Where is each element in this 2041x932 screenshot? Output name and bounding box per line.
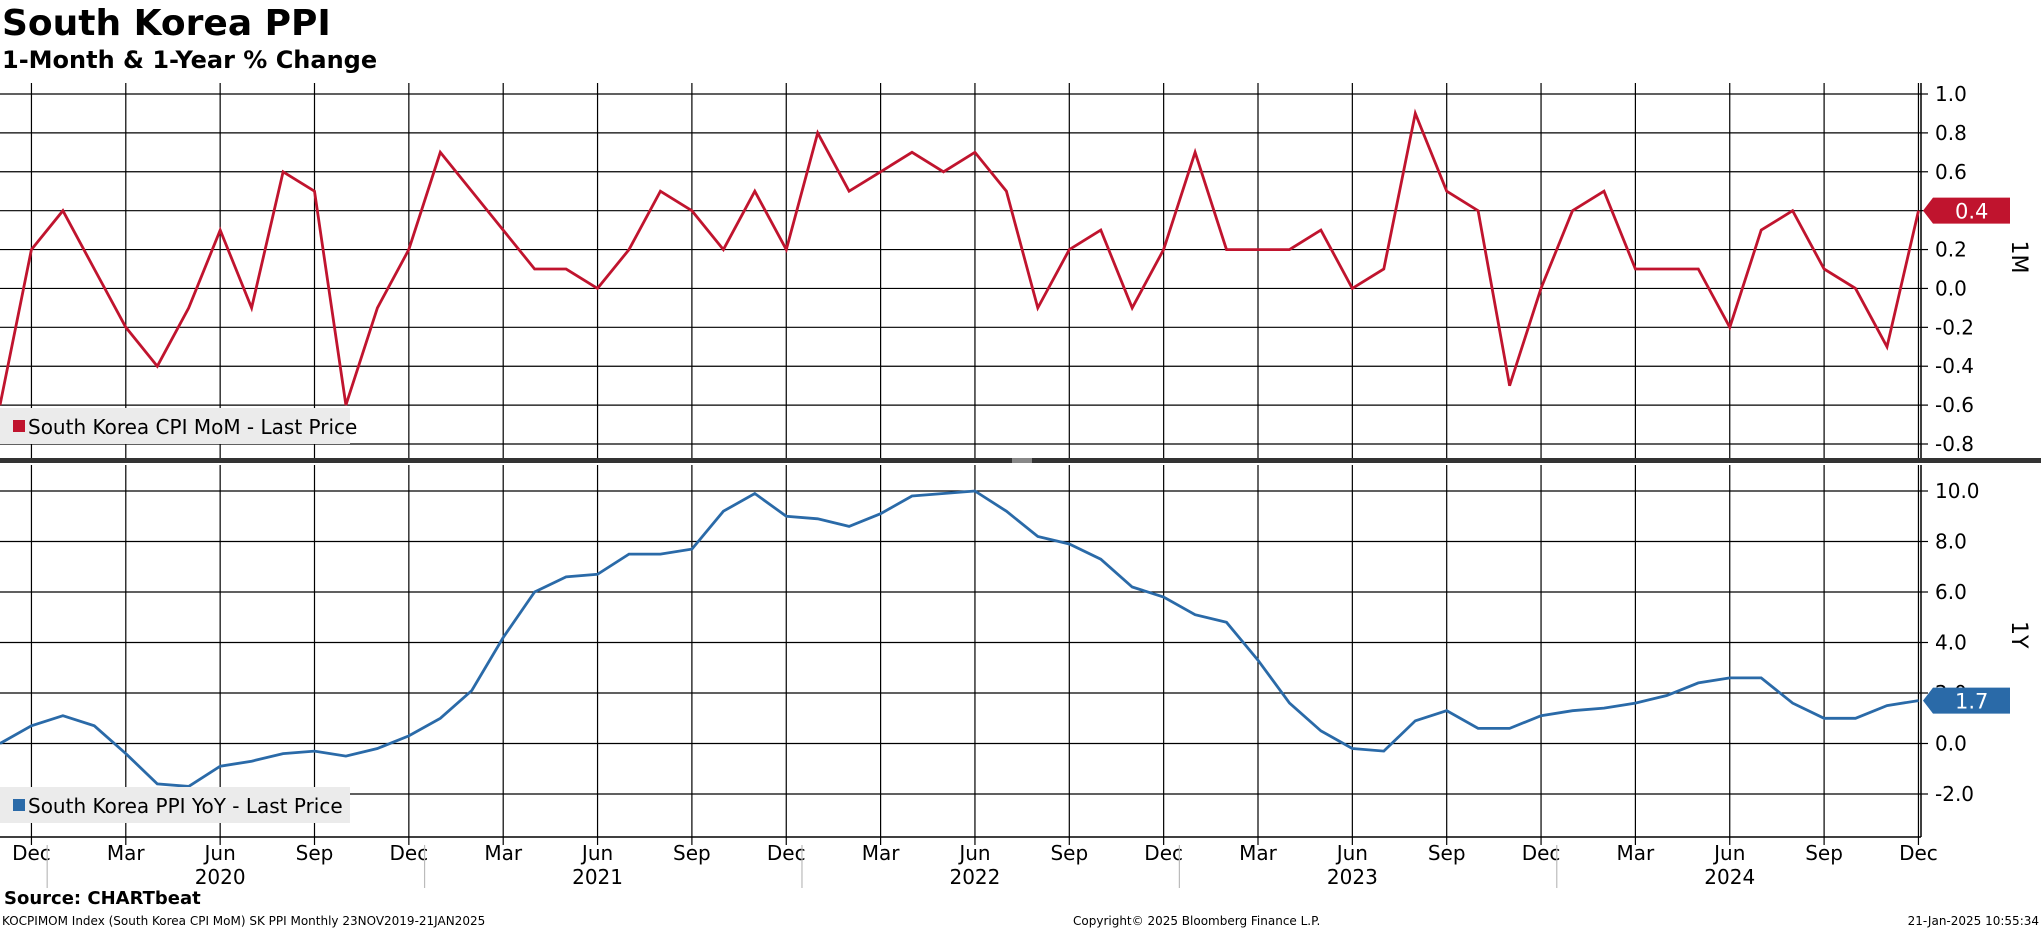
x-tick-label: Jun: [203, 841, 236, 865]
x-tick-label: Mar: [484, 841, 523, 865]
copyright: Copyright© 2025 Bloomberg Finance L.P.: [1073, 914, 1321, 928]
legend-label: South Korea PPI YoY - Last Price: [28, 794, 343, 818]
legend-box: [0, 408, 350, 444]
year-label: 2021: [572, 865, 623, 889]
x-tick-label: Dec: [1522, 841, 1561, 865]
legend-label: South Korea CPI MoM - Last Price: [28, 415, 357, 439]
x-tick-label: Jun: [1335, 841, 1368, 865]
last-value-tag: [1923, 197, 2010, 224]
y-tick-label: 0.0: [1935, 276, 1967, 300]
axis-label: 1M: [2006, 241, 2031, 274]
timestamp: 21-Jan-2025 10:55:34: [1907, 914, 2039, 928]
year-label: 2022: [949, 865, 1000, 889]
year-label: 2024: [1704, 865, 1755, 889]
series-line: [0, 489, 1919, 788]
y-tick-label: 6.0: [1935, 580, 1967, 604]
y-tick-label: -0.4: [1935, 354, 1974, 378]
y-tick-label: 4.0: [1935, 631, 1967, 655]
x-tick-label: Dec: [767, 841, 806, 865]
x-tick-label: Jun: [1712, 841, 1745, 865]
panel-splitter-handle: [1012, 458, 1032, 463]
x-tick-label: Dec: [1144, 841, 1183, 865]
chart-subtitle: 1-Month & 1-Year % Change: [2, 46, 378, 74]
y-tick-label: 8.0: [1935, 530, 1967, 554]
x-tick-label: Jun: [580, 841, 613, 865]
source-label: Source: CHARTbeat: [4, 888, 201, 909]
x-tick-label: Mar: [107, 841, 146, 865]
legend-swatch: [13, 799, 25, 811]
last-value-label: 1.7: [1955, 690, 1988, 714]
x-tick-label: Dec: [1899, 841, 1938, 865]
y-tick-label: 0.2: [1935, 238, 1967, 262]
ticker-info: KOCPIMOM Index (South Korea CPI MoM) SK …: [2, 914, 486, 928]
series-line: [0, 108, 1920, 406]
x-tick-label: Mar: [1617, 841, 1656, 865]
y-tick-label: 1.0: [1935, 82, 1967, 106]
x-tick-label: Sep: [1805, 841, 1843, 865]
y-tick-label: 0.6: [1935, 160, 1967, 184]
x-tick-label: Jun: [957, 841, 990, 865]
y-tick-label: -0.2: [1935, 315, 1974, 339]
last-value-label: 0.4: [1955, 200, 1988, 224]
y-tick-label: -2.0: [1935, 782, 1974, 806]
year-label: 2020: [195, 865, 246, 889]
panel-top: 1.00.80.60.40.20.0-0.2-0.4-0.6-0.81M0.4S…: [0, 82, 2031, 458]
x-tick-label: Sep: [296, 841, 334, 865]
x-tick-label: Dec: [389, 841, 428, 865]
x-tick-label: Sep: [1428, 841, 1466, 865]
y-tick-label: 0.8: [1935, 121, 1967, 145]
y-tick-label: -0.8: [1935, 432, 1974, 456]
x-tick-label: Sep: [673, 841, 711, 865]
y-tick-label: 0.0: [1935, 732, 1967, 756]
year-label: 2023: [1327, 865, 1378, 889]
legend-swatch: [13, 420, 25, 432]
chart-title: South Korea PPI: [2, 3, 331, 44]
axis-label: 1Y: [2006, 621, 2031, 649]
x-tick-label: Sep: [1050, 841, 1088, 865]
y-tick-label: 10.0: [1935, 479, 1980, 503]
legend-box: [0, 787, 350, 823]
x-tick-label: Dec: [12, 841, 51, 865]
y-tick-label: -0.6: [1935, 393, 1974, 417]
last-value-tag: [1923, 687, 2010, 714]
x-tick-label: Mar: [862, 841, 901, 865]
x-tick-label: Mar: [1239, 841, 1278, 865]
